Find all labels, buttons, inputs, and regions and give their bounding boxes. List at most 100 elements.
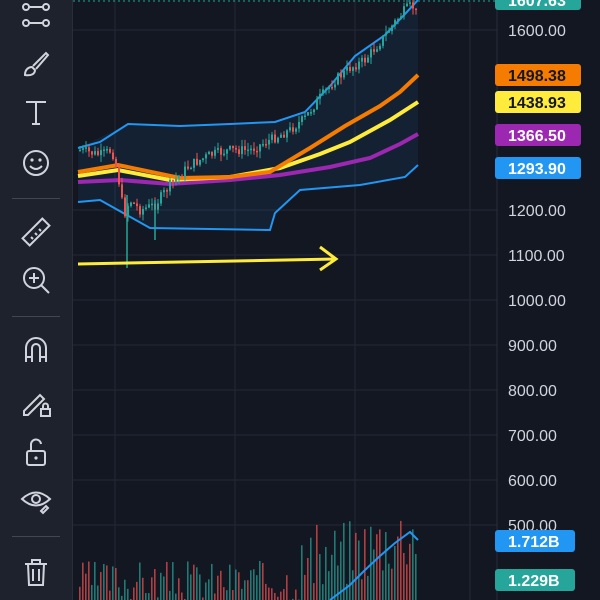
volume-bar: [346, 583, 348, 600]
volume-bar: [196, 567, 198, 600]
candle-body: [199, 159, 201, 165]
magnet-tool-icon[interactable]: [14, 328, 58, 372]
trend-line-tool-icon[interactable]: [14, 0, 58, 36]
price-label: 900.00: [508, 338, 557, 355]
text-tool-icon[interactable]: [14, 90, 58, 134]
horizontal-arrow-drawing[interactable]: [77, 245, 339, 272]
volume-bar: [322, 584, 324, 600]
candle-body: [295, 128, 297, 132]
orange-ma-badge: 1498.38: [495, 64, 581, 86]
candle-body: [370, 49, 372, 58]
emoji-tool-icon[interactable]: [14, 141, 58, 185]
candle-body: [355, 67, 357, 70]
candle-body: [175, 178, 177, 182]
volume-bar: [271, 588, 273, 600]
volume-bar: [409, 543, 411, 600]
candle-body: [385, 32, 387, 36]
candle-body: [181, 175, 183, 178]
candle-body: [307, 112, 309, 116]
volume-bar: [199, 574, 201, 600]
trash-tool-icon[interactable]: [14, 550, 58, 594]
volume-bar: [316, 524, 318, 600]
volume-bar: [205, 582, 207, 600]
volume-bar: [337, 565, 339, 600]
purple-ma-badge: 1366.50: [495, 124, 581, 146]
toolbar-divider: [12, 536, 60, 537]
volume-bar: [187, 561, 189, 600]
volume-bar: [214, 593, 216, 600]
candle-body: [247, 149, 249, 152]
volume-bar: [91, 584, 93, 600]
volume-bar: [376, 534, 378, 600]
volume-bar: [388, 563, 390, 600]
candle-body: [118, 167, 120, 185]
candle-body: [304, 115, 306, 118]
candle-body: [256, 150, 258, 153]
volume-bar: [145, 593, 147, 600]
candle-body: [196, 158, 198, 165]
candle-body: [244, 146, 246, 150]
volume-bar: [343, 522, 345, 600]
candle-body: [364, 57, 366, 63]
volume-bar: [283, 589, 285, 600]
eye-visibility-tool-icon[interactable]: [14, 478, 58, 522]
toolbar-divider: [12, 316, 60, 317]
candle-body: [121, 184, 123, 198]
volume-bar: [313, 583, 315, 600]
volume-badge: 1.229B: [495, 569, 575, 591]
volume-bar: [301, 545, 303, 600]
candle-body: [268, 139, 270, 145]
candle-body: [340, 73, 342, 78]
candle-body: [328, 86, 330, 90]
candle-body: [190, 167, 192, 170]
volume-bar: [85, 573, 87, 600]
unlock-tool-icon[interactable]: [14, 430, 58, 474]
candle-body: [394, 20, 396, 26]
price-label: 600.00: [508, 473, 557, 490]
candle-body: [397, 19, 399, 21]
last-price-badge: 1607.63: [495, 0, 581, 10]
candle-body: [373, 49, 375, 52]
candle-body: [109, 148, 111, 153]
candle-body: [88, 147, 90, 152]
candle-body: [250, 148, 252, 151]
brush-tool-icon[interactable]: [14, 42, 58, 86]
volume-bar: [124, 579, 126, 600]
candle-body: [301, 116, 303, 122]
volume-bar: [223, 587, 225, 600]
volume-bar: [304, 574, 306, 600]
volume-bar: [280, 591, 282, 600]
volume-bar: [226, 590, 228, 600]
volume-bar: [265, 583, 267, 600]
candle-body: [400, 16, 402, 20]
volume-bar: [157, 597, 159, 600]
volume-bar: [154, 569, 156, 600]
moving-average-orange: [77, 73, 420, 181]
zoom-in-tool-icon[interactable]: [14, 258, 58, 302]
candle-body: [139, 206, 141, 215]
candle-body: [388, 31, 390, 33]
candle-body: [172, 180, 174, 182]
volume-bar: [373, 549, 375, 600]
volume-bar: [340, 541, 342, 600]
volume-bar: [139, 562, 141, 600]
volume-bar: [310, 537, 312, 600]
volume-bar: [208, 579, 210, 600]
volume-bar: [166, 561, 168, 600]
candle-body: [226, 149, 228, 154]
candle-body: [100, 150, 102, 156]
lock-drawings-tool-icon[interactable]: [14, 380, 58, 424]
ruler-tool-icon[interactable]: [14, 210, 58, 254]
volume-bar: [325, 546, 327, 600]
candle-body: [127, 206, 129, 217]
candle-body: [169, 180, 171, 192]
volume-bar: [229, 564, 231, 600]
candle-body: [274, 134, 276, 143]
candle-body: [184, 166, 186, 177]
volume-bar: [94, 561, 96, 600]
volume-bar: [175, 593, 177, 600]
volume-bar: [295, 589, 297, 600]
volume-bar: [190, 574, 192, 600]
drawing-toolbar: [0, 0, 73, 600]
